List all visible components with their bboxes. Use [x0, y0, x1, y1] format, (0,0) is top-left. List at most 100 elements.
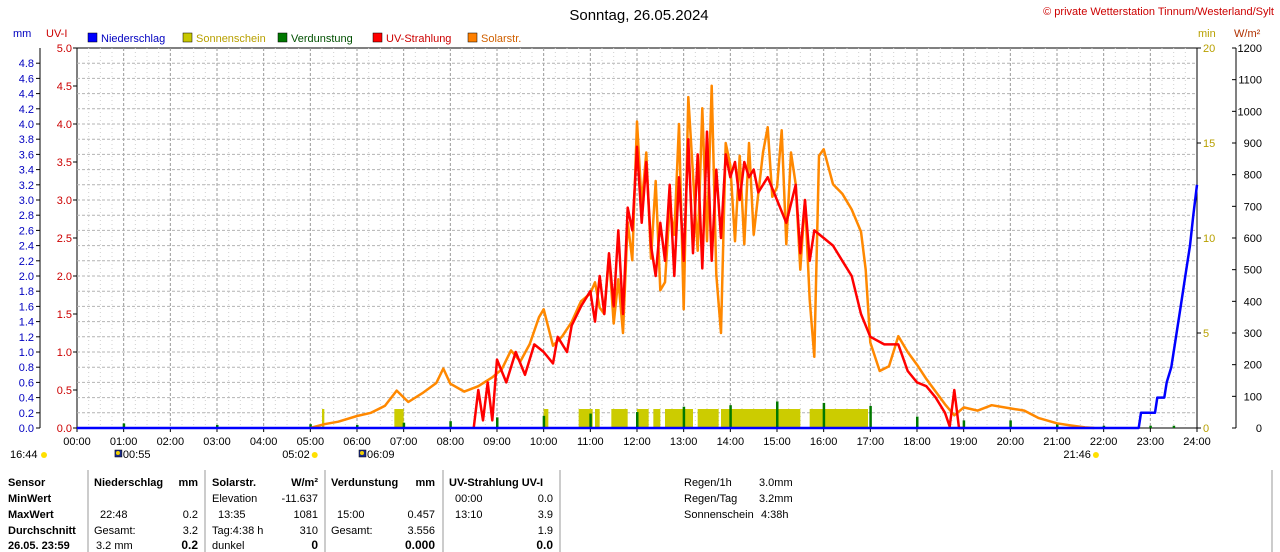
ns-day-value: 0.2	[181, 538, 198, 552]
x-tick-label: 06:00	[343, 436, 371, 448]
legend-label-solar: Solarstr.	[481, 33, 521, 45]
evaporation-mark	[636, 412, 639, 428]
ns-max-time: 22:48	[100, 509, 128, 521]
evaporation-mark	[496, 417, 499, 428]
uv-avg-value: 1.9	[538, 525, 553, 537]
evaporation-mark	[542, 415, 546, 428]
ev-avg-value: 3.556	[407, 525, 435, 537]
unit-wm2: W/m²	[1234, 28, 1261, 40]
ns-unit: mm	[178, 477, 198, 489]
moon-icon	[360, 451, 364, 455]
evaporation-mark	[1149, 425, 1152, 428]
sun-icon	[311, 452, 318, 458]
sun-event-label: 16:44	[10, 449, 38, 461]
mm-tick-label: 2.4	[19, 241, 34, 253]
wm2-tick-label: 900	[1244, 138, 1262, 150]
evaporation-mark	[356, 424, 359, 428]
mm-tick-label: 0.0	[19, 423, 34, 435]
sun-icon	[1092, 452, 1099, 458]
stats-row-day: 26.05. 23:59	[8, 540, 70, 552]
legend-swatch-uv	[372, 32, 383, 43]
legend-swatch-niederschlag	[87, 32, 98, 43]
sunshine-bar	[697, 409, 719, 428]
evaporation-mark	[589, 413, 592, 428]
ev-max-time: 15:00	[337, 509, 365, 521]
legend: Niederschlag Sonnenschein Verdunstung UV…	[87, 32, 521, 45]
mm-tick-label: 4.0	[19, 119, 34, 131]
mm-tick-label: 3.2	[19, 180, 34, 192]
uv-tick-label: 0.5	[57, 385, 72, 397]
uv-tick-label: 1.5	[57, 309, 72, 321]
x-tick-label: 21:00	[1043, 436, 1071, 448]
x-tick-label: 16:00	[810, 436, 838, 448]
stats-row-min: MinWert	[8, 493, 52, 505]
unit-uv: UV-I	[46, 28, 67, 40]
mm-tick-label: 1.2	[19, 332, 34, 344]
x-tick-label: 14:00	[717, 436, 745, 448]
wm2-tick-label: 1000	[1238, 106, 1262, 118]
uv-max-time: 13:10	[455, 509, 483, 521]
x-tick-label: 24:00	[1183, 436, 1211, 448]
wm2-tick-label: 200	[1244, 360, 1262, 372]
unit-min: min	[1198, 28, 1216, 40]
mm-tick-label: 1.0	[19, 347, 34, 359]
x-tick-label: 01:00	[110, 436, 138, 448]
x-tick-label: 10:00	[530, 436, 558, 448]
mm-tick-label: 4.6	[19, 73, 34, 85]
x-tick-label: 15:00	[763, 436, 791, 448]
axes: 00:00 01:00 02:00 03:00 04:00 05:00 06:00 07:00…	[19, 43, 1262, 448]
evaporation-mark	[822, 402, 826, 428]
moon-icon	[115, 451, 120, 455]
extra-rain-1h-value: 3.0mm	[759, 477, 793, 489]
sol-header: Solarstr.	[212, 477, 256, 489]
ev-max-value: 0.457	[407, 509, 435, 521]
extra-rain-day-value: 3.2mm	[759, 493, 793, 505]
legend-swatch-verdunstung	[277, 32, 288, 43]
min-tick-label: 0	[1203, 423, 1209, 435]
uv-tick-label: 2.0	[57, 271, 72, 283]
legend-label-sonnenschein: Sonnenschein	[196, 33, 266, 45]
grid-lines	[77, 48, 1197, 428]
min-tick-label: 10	[1203, 233, 1215, 245]
x-tick-label: 09:00	[483, 436, 511, 448]
x-tick-label: 18:00	[903, 436, 931, 448]
legend-label-verdunstung: Verdunstung	[291, 33, 353, 45]
sunshine-bar	[665, 409, 693, 428]
legend-swatch-solar	[467, 32, 478, 43]
wm2-tick-label: 100	[1244, 391, 1262, 403]
uv-tick-label: 4.0	[57, 119, 72, 131]
chart-title: Sonntag, 26.05.2024	[569, 7, 708, 24]
unit-mm: mm	[13, 28, 31, 40]
wm2-tick-label: 400	[1244, 296, 1262, 308]
mm-tick-label: 3.0	[19, 195, 34, 207]
mm-tick-label: 0.8	[19, 362, 34, 374]
mm-tick-label: 4.4	[19, 89, 34, 101]
x-tick-label: 03:00	[203, 436, 231, 448]
evaporation-mark	[309, 424, 312, 428]
sol-day-value: 0	[311, 538, 318, 552]
evaporation-mark	[1056, 423, 1059, 428]
sunshine-bar	[611, 409, 628, 428]
x-tick-label: 22:00	[1090, 436, 1118, 448]
mm-tick-label: 2.0	[19, 271, 34, 283]
sunshine-bar	[578, 409, 593, 428]
ev-day-value: 0.000	[405, 538, 435, 552]
stats-table: Sensor MinWert MaxWert Durchschnitt 26.0…	[8, 470, 1273, 552]
series	[77, 84, 1199, 430]
extra-sun-value: 4:38h	[761, 509, 789, 521]
min-tick-label: 20	[1203, 43, 1215, 55]
x-tick-label: 17:00	[857, 436, 885, 448]
evaporation-mark	[869, 405, 872, 428]
evaporation-mark	[1172, 425, 1176, 428]
wm2-tick-label: 700	[1244, 201, 1262, 213]
uv-tick-label: 5.0	[57, 43, 72, 55]
uv-min-value: 0.0	[538, 493, 553, 505]
evaporation-mark	[682, 406, 686, 428]
min-tick-label: 15	[1203, 138, 1215, 150]
evaporation-mark	[1009, 420, 1012, 428]
sunshine-bar	[637, 409, 649, 428]
evaporation-mark	[776, 401, 779, 428]
mm-tick-label: 3.6	[19, 149, 34, 161]
stats-row-avg: Durchschnitt	[8, 525, 76, 537]
